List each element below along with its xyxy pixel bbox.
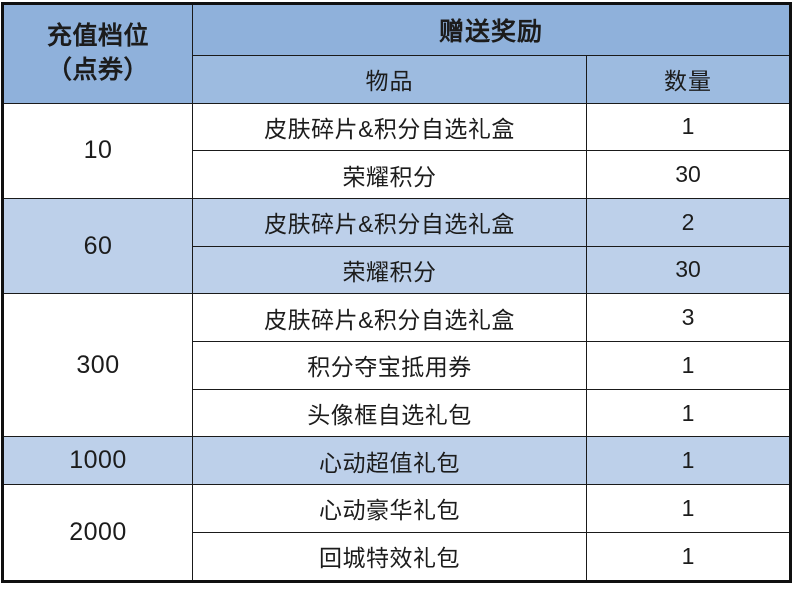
- reward-item-cell: 皮肤碎片&积分自选礼盒: [192, 293, 587, 343]
- tier-amount-cell: 60: [2, 197, 193, 295]
- tier-amount-cell: 1000: [2, 436, 193, 486]
- header-quantity-cell: 数量: [585, 54, 792, 104]
- table-row: 300 皮肤碎片&积分自选礼盒 3: [2, 293, 792, 438]
- header-row-primary: 充值档位 （点券） 赠送奖励: [2, 3, 792, 104]
- header-tier-line2: （点券）: [46, 55, 149, 84]
- reward-item-cell: 心动豪华礼包: [192, 484, 587, 533]
- reward-quantity-cell: 1: [585, 341, 792, 390]
- header-reward-group: 赠送奖励: [191, 3, 792, 56]
- reward-quantity-cell: 3: [585, 293, 792, 343]
- reward-item-cell: 皮肤碎片&积分自选礼盒: [192, 102, 587, 152]
- table-row: 10 皮肤碎片&积分自选礼盒 1: [2, 102, 792, 199]
- header-row-secondary: 物品 数量: [3, 54, 792, 104]
- reward-quantity-cell: 1: [585, 436, 792, 486]
- reward-item-cell: 皮肤碎片&积分自选礼盒: [192, 197, 587, 247]
- reward-quantity-cell: 1: [585, 388, 792, 438]
- reward-quantity-cell: 30: [585, 245, 792, 295]
- reward-item-cell: 积分夺宝抵用券: [192, 341, 587, 390]
- table-row: 1000 心动超值礼包 1: [2, 436, 792, 486]
- header-tier-line1: 充值档位: [46, 22, 149, 51]
- reward-quantity-cell: 1: [585, 484, 792, 533]
- reward-quantity-cell: 1: [585, 531, 792, 583]
- reward-quantity-cell: 2: [585, 197, 792, 247]
- table-row: 荣耀积分 30: [2, 150, 792, 199]
- reward-item-cell: 荣耀积分: [192, 245, 587, 295]
- header-tier-cell: 充值档位 （点券）: [2, 3, 193, 104]
- tier-amount-cell: 2000: [2, 484, 193, 582]
- table-row: 60 皮肤碎片&积分自选礼盒 2: [2, 197, 792, 295]
- reward-item-cell: 荣耀积分: [192, 150, 587, 199]
- reward-item-cell: 心动超值礼包: [192, 436, 587, 486]
- tier-amount-cell: 10: [2, 102, 193, 199]
- table-row: 2000 心动豪华礼包 1: [2, 484, 792, 582]
- table-body: 充值档位 （点券） 赠送奖励 物品 数量 10 皮肤碎片&积分自选礼盒 1 荣耀积分 3…: [2, 3, 792, 583]
- reward-quantity-cell: 1: [585, 102, 792, 152]
- reward-item-cell: 回城特效礼包: [192, 531, 587, 583]
- recharge-reward-table: 充值档位 （点券） 赠送奖励 物品 数量 10 皮肤碎片&积分自选礼盒 1 荣耀积分 3…: [1, 2, 793, 583]
- header-item-cell: 物品: [192, 54, 587, 104]
- reward-quantity-cell: 30: [585, 150, 792, 199]
- tier-amount-cell: 300: [2, 293, 193, 438]
- reward-item-cell: 头像框自选礼包: [192, 388, 587, 438]
